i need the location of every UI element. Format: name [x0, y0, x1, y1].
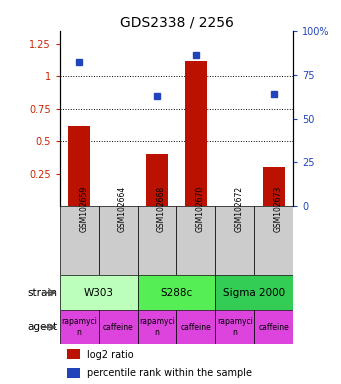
Text: GSM102673: GSM102673: [274, 186, 283, 232]
Text: Sigma 2000: Sigma 2000: [223, 288, 285, 298]
FancyBboxPatch shape: [254, 207, 293, 275]
Text: GSM102670: GSM102670: [196, 186, 205, 232]
FancyBboxPatch shape: [99, 310, 137, 344]
FancyBboxPatch shape: [216, 310, 254, 344]
Text: GSM102668: GSM102668: [157, 186, 166, 232]
Text: rapamyci
n: rapamyci n: [61, 318, 97, 337]
Text: rapamyci
n: rapamyci n: [139, 318, 175, 337]
FancyBboxPatch shape: [60, 207, 99, 275]
Text: GSM102659: GSM102659: [79, 186, 88, 232]
Text: rapamyci
n: rapamyci n: [217, 318, 253, 337]
Text: caffeine: caffeine: [103, 323, 133, 332]
Text: log2 ratio: log2 ratio: [87, 349, 133, 359]
FancyBboxPatch shape: [216, 275, 293, 310]
FancyBboxPatch shape: [137, 207, 177, 275]
Bar: [67, 368, 79, 378]
FancyBboxPatch shape: [177, 310, 216, 344]
Bar: [263, 167, 284, 207]
Text: caffeine: caffeine: [180, 323, 211, 332]
FancyBboxPatch shape: [137, 275, 216, 310]
Bar: [146, 154, 168, 207]
Bar: [67, 349, 79, 359]
Text: GSM102664: GSM102664: [118, 186, 127, 232]
Text: strain: strain: [27, 288, 57, 298]
FancyBboxPatch shape: [137, 310, 177, 344]
FancyBboxPatch shape: [216, 207, 254, 275]
FancyBboxPatch shape: [177, 207, 216, 275]
Text: W303: W303: [84, 288, 114, 298]
Bar: [185, 61, 207, 207]
FancyBboxPatch shape: [99, 207, 137, 275]
Text: percentile rank within the sample: percentile rank within the sample: [87, 368, 252, 378]
Text: agent: agent: [27, 322, 57, 332]
FancyBboxPatch shape: [60, 310, 99, 344]
Text: GSM102672: GSM102672: [235, 186, 244, 232]
Text: caffeine: caffeine: [258, 323, 289, 332]
FancyBboxPatch shape: [60, 275, 137, 310]
FancyBboxPatch shape: [254, 310, 293, 344]
Text: S288c: S288c: [160, 288, 193, 298]
Bar: [69, 126, 90, 207]
Title: GDS2338 / 2256: GDS2338 / 2256: [120, 16, 233, 30]
